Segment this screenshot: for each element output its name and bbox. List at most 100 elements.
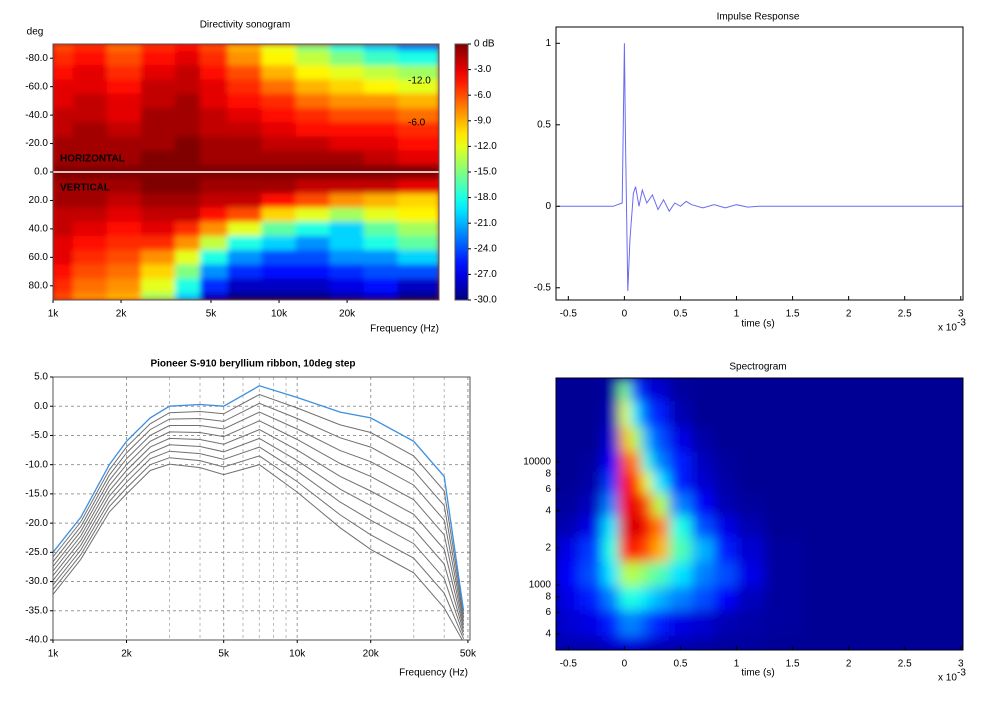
heatmap-cell: [397, 221, 439, 237]
chart-title: Pioneer S-910 beryllium ribbon, 10deg st…: [150, 359, 355, 370]
heatmap-cell: [227, 51, 263, 66]
heatmap-cell: [140, 264, 176, 280]
heatmap-cell: [227, 93, 263, 109]
heatmap-cell: [53, 136, 74, 152]
heatmap-cell: [618, 537, 631, 563]
heatmap-cell: [669, 378, 693, 401]
heatmap-cell: [363, 278, 399, 294]
heatmap-cell: [630, 609, 642, 637]
heatmap-cell: [174, 278, 201, 294]
y-tick-label: -80.0: [25, 53, 48, 64]
heatmap-cell: [652, 471, 670, 494]
heatmap-cell: [652, 609, 670, 637]
y-tick-label: 8: [545, 591, 551, 602]
heatmap-cell: [174, 292, 201, 300]
heatmap-cell: [736, 451, 766, 472]
plot-frame: [52, 376, 471, 641]
heatmap-cell: [261, 193, 297, 209]
y-tick-label: 4: [545, 505, 551, 516]
heatmap-cell: [200, 79, 229, 95]
y-tick-label: 8: [545, 468, 551, 479]
heatmap-cell: [106, 122, 142, 138]
heatmap-cell: [261, 51, 297, 66]
heatmap-cell: [714, 378, 738, 401]
heatmap-cell: [736, 561, 766, 587]
heatmap-cell: [652, 537, 670, 563]
heatmap-cell: [736, 537, 766, 563]
heatmap-cell: [53, 292, 74, 300]
plot-area: [53, 377, 470, 640]
heatmap-cell: [53, 264, 74, 280]
heatmap-cell: [641, 451, 654, 472]
heatmap-cell: [736, 400, 766, 428]
heatmap-cell: [72, 44, 108, 52]
series-line: [53, 429, 465, 629]
heatmap-cell: [329, 207, 365, 223]
heatmap: [53, 44, 439, 300]
heatmap-cell: [669, 635, 693, 650]
colorbar-label: -21.0: [474, 218, 497, 229]
x-tick-label: 2.5: [898, 309, 912, 320]
heatmap-cell: [714, 635, 738, 650]
heatmap-cell: [261, 221, 297, 237]
heatmap-cell: [803, 471, 867, 494]
heatmap-cell: [174, 207, 201, 223]
heatmap-cell: [641, 609, 654, 637]
heatmap-cell: [261, 136, 297, 152]
heatmap-cell: [669, 426, 693, 452]
heatmap-cell: [630, 537, 642, 563]
heatmap-cell: [363, 150, 399, 166]
heatmap-cell: [691, 561, 715, 587]
heatmap-cell: [174, 51, 201, 66]
heatmap-cell: [174, 221, 201, 237]
heatmap-cell: [140, 193, 176, 209]
heatmap-cell: [641, 635, 654, 650]
heatmap-cell: [618, 609, 631, 637]
heatmap-cell: [601, 515, 620, 538]
colorbar-label: -18.0: [474, 192, 497, 203]
heatmap-cell: [72, 51, 108, 66]
heatmap-cell: [556, 609, 581, 637]
heatmap-cell: [329, 136, 365, 152]
x-tick-label: 10k: [289, 649, 306, 660]
heatmap-cell: [72, 65, 108, 81]
heatmap-cell: [641, 378, 654, 401]
heatmap-cell: [397, 150, 439, 166]
x-tick-label: -0.5: [560, 659, 578, 670]
heatmap-cell: [630, 471, 642, 494]
heatmap-cell: [397, 51, 439, 66]
heatmap-cell: [691, 400, 715, 428]
colorbar-label: -24.0: [474, 243, 497, 254]
heatmap-cell: [764, 451, 805, 472]
heatmap-cell: [227, 44, 263, 52]
heatmap-cell: [295, 136, 331, 152]
y-tick-label: 1: [545, 38, 551, 49]
heatmap-cell: [106, 108, 142, 123]
heatmap-cell: [397, 79, 439, 95]
heatmap-cell: [601, 378, 620, 401]
x-axis-label: time (s): [741, 668, 774, 679]
heatmap-cell: [295, 292, 331, 300]
heatmap-cell: [106, 221, 142, 237]
heatmap-cell: [295, 179, 331, 194]
series-line: [53, 393, 465, 615]
heatmap-cell: [363, 221, 399, 237]
heatmap-cell: [630, 635, 642, 650]
heatmap-cell: [227, 65, 263, 81]
heatmap-cell: [618, 492, 631, 516]
heatmap-cell: [630, 378, 642, 401]
heatmap-cell: [295, 51, 331, 66]
series-line: [53, 411, 465, 622]
heatmap-cell: [140, 122, 176, 138]
y-tick-label: -35.0: [25, 605, 48, 616]
series-line: [53, 463, 463, 640]
heatmap-cell: [618, 561, 631, 587]
heatmap-cell: [363, 207, 399, 223]
heatmap-cell: [397, 93, 439, 109]
heatmap-cell: [397, 292, 439, 300]
heatmap-cell: [261, 150, 297, 166]
heatmap-cell: [579, 471, 603, 494]
heatmap-cell: [641, 492, 654, 516]
heatmap-cell: [803, 561, 867, 587]
heatmap-cell: [106, 250, 142, 266]
